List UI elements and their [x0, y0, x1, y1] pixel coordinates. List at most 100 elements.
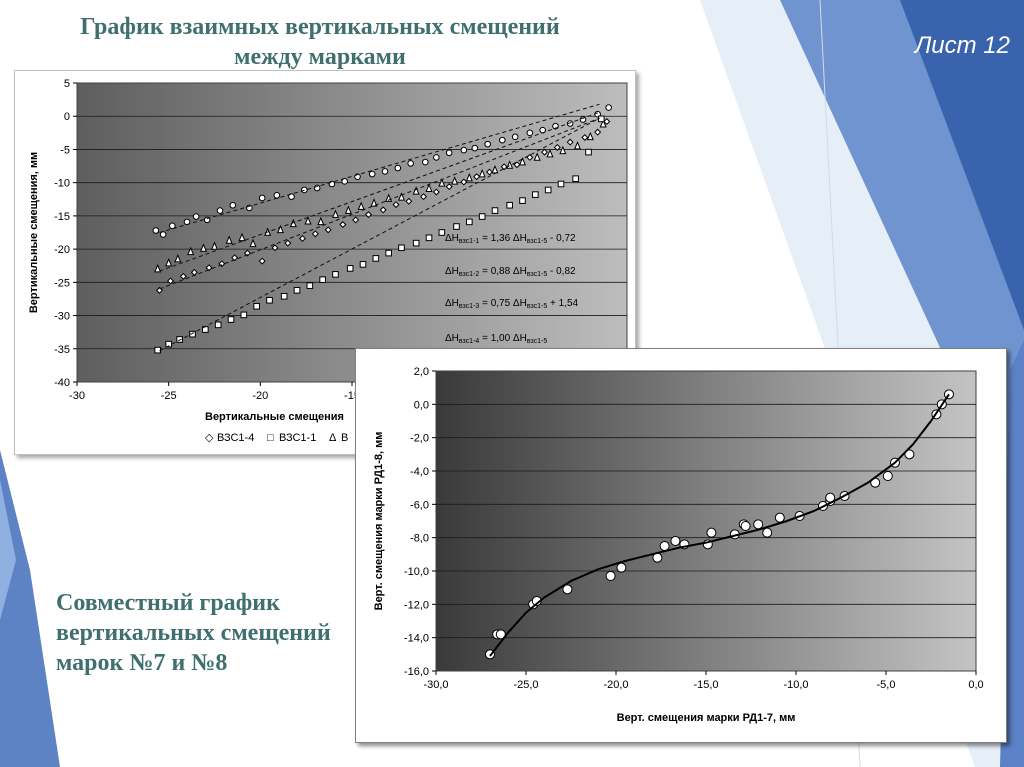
legend-symbol: □ — [267, 432, 274, 444]
x-tick-label: -20 — [252, 390, 268, 402]
equation-subscript: взс1-3 — [459, 303, 479, 310]
data-point-square — [227, 316, 235, 323]
data-point-circle — [762, 527, 773, 538]
plot-area — [435, 370, 977, 672]
data-point-triangle — [187, 246, 195, 256]
data-point-circle — [706, 527, 717, 538]
data-point-square — [544, 186, 552, 194]
background-triangle-left — [0, 450, 60, 767]
y-tick-label: -12,0 — [404, 599, 429, 611]
equation-subscript: взс1-5 — [527, 303, 547, 310]
data-point-circle — [484, 140, 491, 148]
data-point-square — [253, 302, 260, 310]
data-point-circle — [422, 158, 429, 166]
x-tick-label: -30,0 — [423, 679, 448, 691]
y-tick-label: 0 — [64, 111, 70, 123]
data-point-diamond — [324, 226, 332, 234]
data-point-circle — [328, 180, 336, 188]
x-tick-label: -30 — [69, 390, 85, 402]
data-point-diamond — [485, 168, 494, 176]
data-point-diamond — [540, 148, 549, 156]
y-tick-label: -15 — [54, 211, 70, 223]
data-point-circle — [216, 207, 224, 214]
data-point-circle — [495, 629, 506, 640]
y-tick-label: -10,0 — [404, 566, 429, 578]
data-point-circle — [562, 584, 573, 595]
data-point-square — [557, 180, 565, 188]
y-tick-label: -25 — [54, 277, 70, 289]
data-point-diamond — [566, 138, 574, 146]
data-point-circle — [368, 170, 376, 178]
equation-subscript: взс1-5 — [527, 338, 547, 345]
regression-line — [159, 111, 600, 272]
data-point-square — [176, 336, 183, 343]
data-point-circle — [670, 536, 681, 546]
equation-subscript: взс1-5 — [527, 238, 547, 245]
data-point-triangle — [465, 172, 473, 182]
data-point-square — [306, 282, 314, 289]
data-point-circle — [774, 512, 785, 523]
y-tick-label: -14,0 — [404, 633, 429, 645]
background-panel-dark — [900, 0, 1024, 330]
y-tick-label: -6,0 — [410, 499, 429, 511]
data-point-triangle — [357, 201, 365, 210]
legend-symbol: Δ — [329, 432, 337, 444]
data-point-diamond — [243, 249, 252, 257]
y-axis-label: Верт. смещения марки РД1-8, мм — [373, 432, 385, 611]
caption-line-3: марок №7 и №8 — [56, 650, 228, 676]
data-point-circle — [152, 227, 160, 234]
legend-symbol: ◇ — [205, 432, 214, 444]
data-point-square — [359, 261, 367, 268]
data-point-diamond — [500, 163, 508, 171]
trend-curve — [489, 393, 950, 657]
data-point-triangle — [586, 131, 594, 141]
data-point-diamond — [419, 193, 428, 201]
data-point-diamond — [352, 216, 360, 224]
data-point-triangle — [451, 176, 459, 185]
data-point-triangle — [518, 156, 527, 166]
data-point-circle — [192, 213, 200, 220]
data-point-diamond — [594, 128, 602, 136]
data-point-square — [585, 148, 592, 156]
sheet-number-label: Лист 12 — [914, 32, 1010, 59]
regression-equation: ΔHвзс1-1 = 1,36 ΔHвзс1-5 - 0,72 — [445, 233, 576, 245]
data-point-diamond — [473, 173, 481, 181]
data-point-triangle — [412, 186, 420, 195]
equation-text: = 1,00 ΔH — [479, 333, 527, 344]
data-point-square — [506, 201, 513, 209]
chart-rd1-7-vs-rd1-8: 2,0 0,0 -2,0 -4,0 -6,0 -8,0 -10,0 -12,0 -14,0 -16… — [355, 348, 1007, 743]
regression-equation: ΔHвзс1-4 = 1,00 ΔHвзс1-5 — [445, 333, 547, 345]
data-point-square — [280, 292, 288, 300]
data-point-square — [466, 218, 473, 226]
data-point-triangle — [438, 178, 446, 187]
x-tick-label: -10,0 — [783, 679, 808, 691]
x-tick-label: -20,0 — [603, 679, 628, 691]
data-point-diamond — [258, 257, 266, 265]
data-point-diamond — [392, 201, 400, 209]
data-point-diamond — [445, 183, 453, 191]
chart-1-svg: 50-5-10-15-20-25-30-35-40-30 -25 -20 -15Вер… — [28, 78, 628, 444]
data-point-circle — [229, 201, 237, 209]
data-point-square — [425, 234, 433, 242]
equation-subscript: взс1-5 — [527, 271, 547, 278]
data-point-square — [491, 207, 499, 214]
data-point-circle — [740, 521, 751, 531]
slide-title-line-2: между марками — [234, 44, 406, 70]
data-point-circle — [526, 129, 534, 137]
data-point-square — [214, 321, 222, 329]
data-point-diamond — [231, 254, 239, 262]
data-point-circle — [605, 104, 612, 111]
slide-title: График взаимных вертикальных смещений ме… — [40, 12, 600, 72]
x-tick-label: -25,0 — [513, 679, 538, 691]
data-point-circle — [169, 222, 176, 230]
data-point-circle — [394, 164, 402, 172]
data-point-triangle — [599, 119, 607, 128]
x-tick-label: -5,0 — [877, 679, 896, 691]
equation-text: = 1,36 ΔH — [479, 233, 527, 244]
data-point-circle — [882, 471, 893, 481]
data-point-square — [293, 287, 301, 294]
data-point-diamond — [298, 234, 307, 242]
data-point-diamond — [432, 188, 440, 196]
data-point-square — [372, 255, 380, 262]
data-point-diamond — [460, 178, 468, 186]
